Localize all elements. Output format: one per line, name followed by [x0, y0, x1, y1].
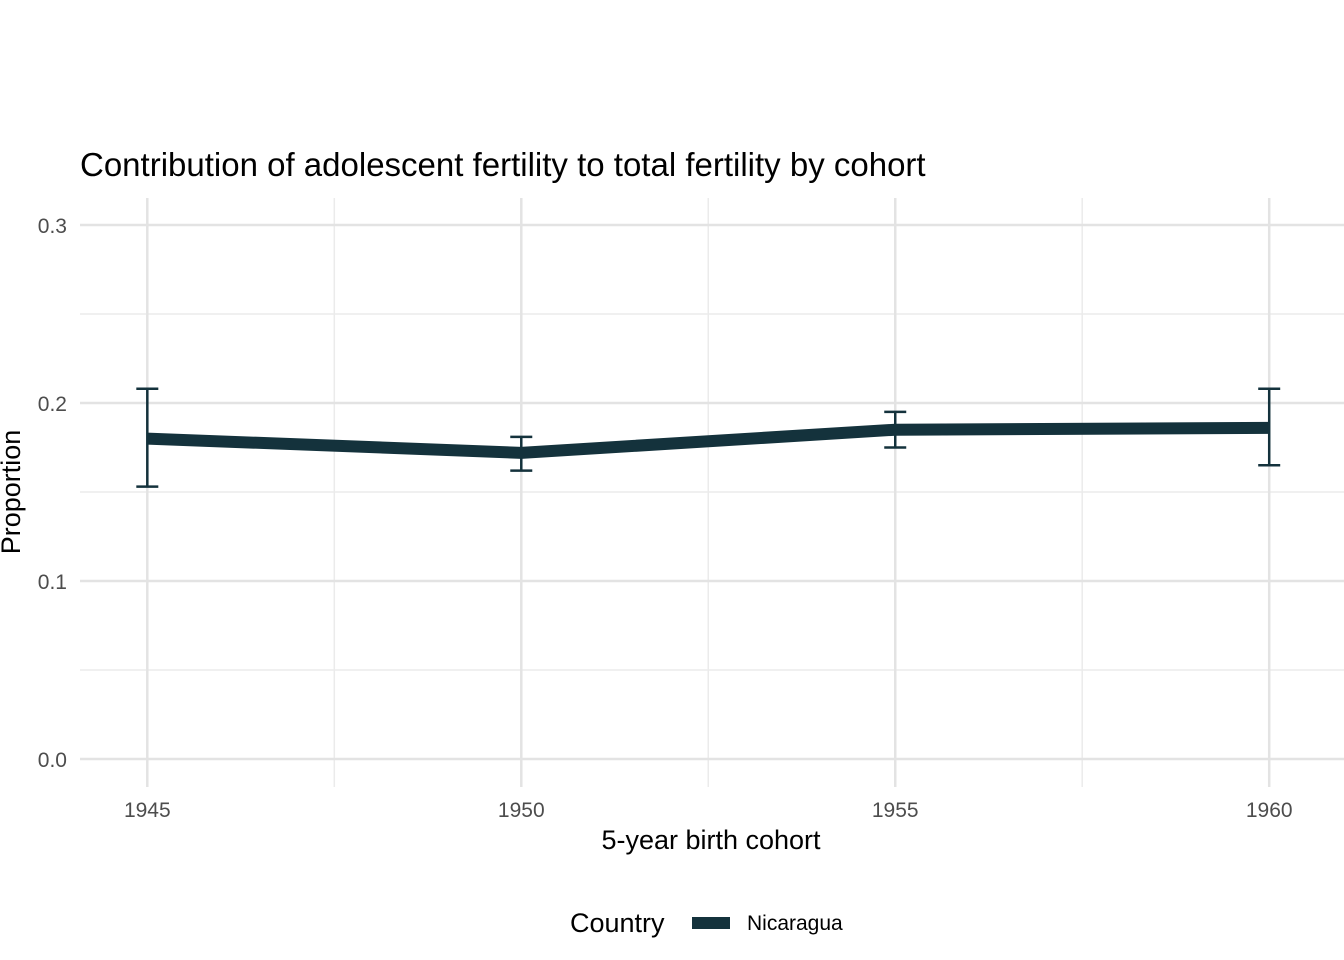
y-axis-title: Proportion — [0, 430, 26, 555]
x-tick-label: 1955 — [872, 799, 919, 822]
y-tick-label: 0.0 — [38, 749, 67, 772]
series-lines — [147, 421, 1270, 459]
legend: Country Nicaragua — [570, 908, 843, 938]
x-tick-label: 1945 — [124, 799, 171, 822]
legend-key-nicaragua — [692, 917, 730, 929]
chart-title: Contribution of adolescent fertility to … — [80, 146, 926, 183]
y-tick-label: 0.2 — [38, 393, 67, 416]
series-line-nicaragua — [147, 421, 1270, 459]
legend-title: Country — [570, 908, 665, 938]
x-axis-title: 5-year birth cohort — [601, 825, 821, 855]
y-tick-label: 0.1 — [38, 571, 67, 594]
grid — [80, 198, 1344, 787]
x-axis-ticks: 1945 1950 1955 1960 — [124, 799, 1293, 822]
x-tick-label: 1960 — [1246, 799, 1293, 822]
y-axis-ticks: 0.0 0.1 0.2 0.3 — [38, 215, 67, 772]
y-tick-label: 0.3 — [38, 215, 67, 238]
x-tick-label: 1950 — [498, 799, 545, 822]
legend-label-nicaragua: Nicaragua — [747, 912, 843, 935]
